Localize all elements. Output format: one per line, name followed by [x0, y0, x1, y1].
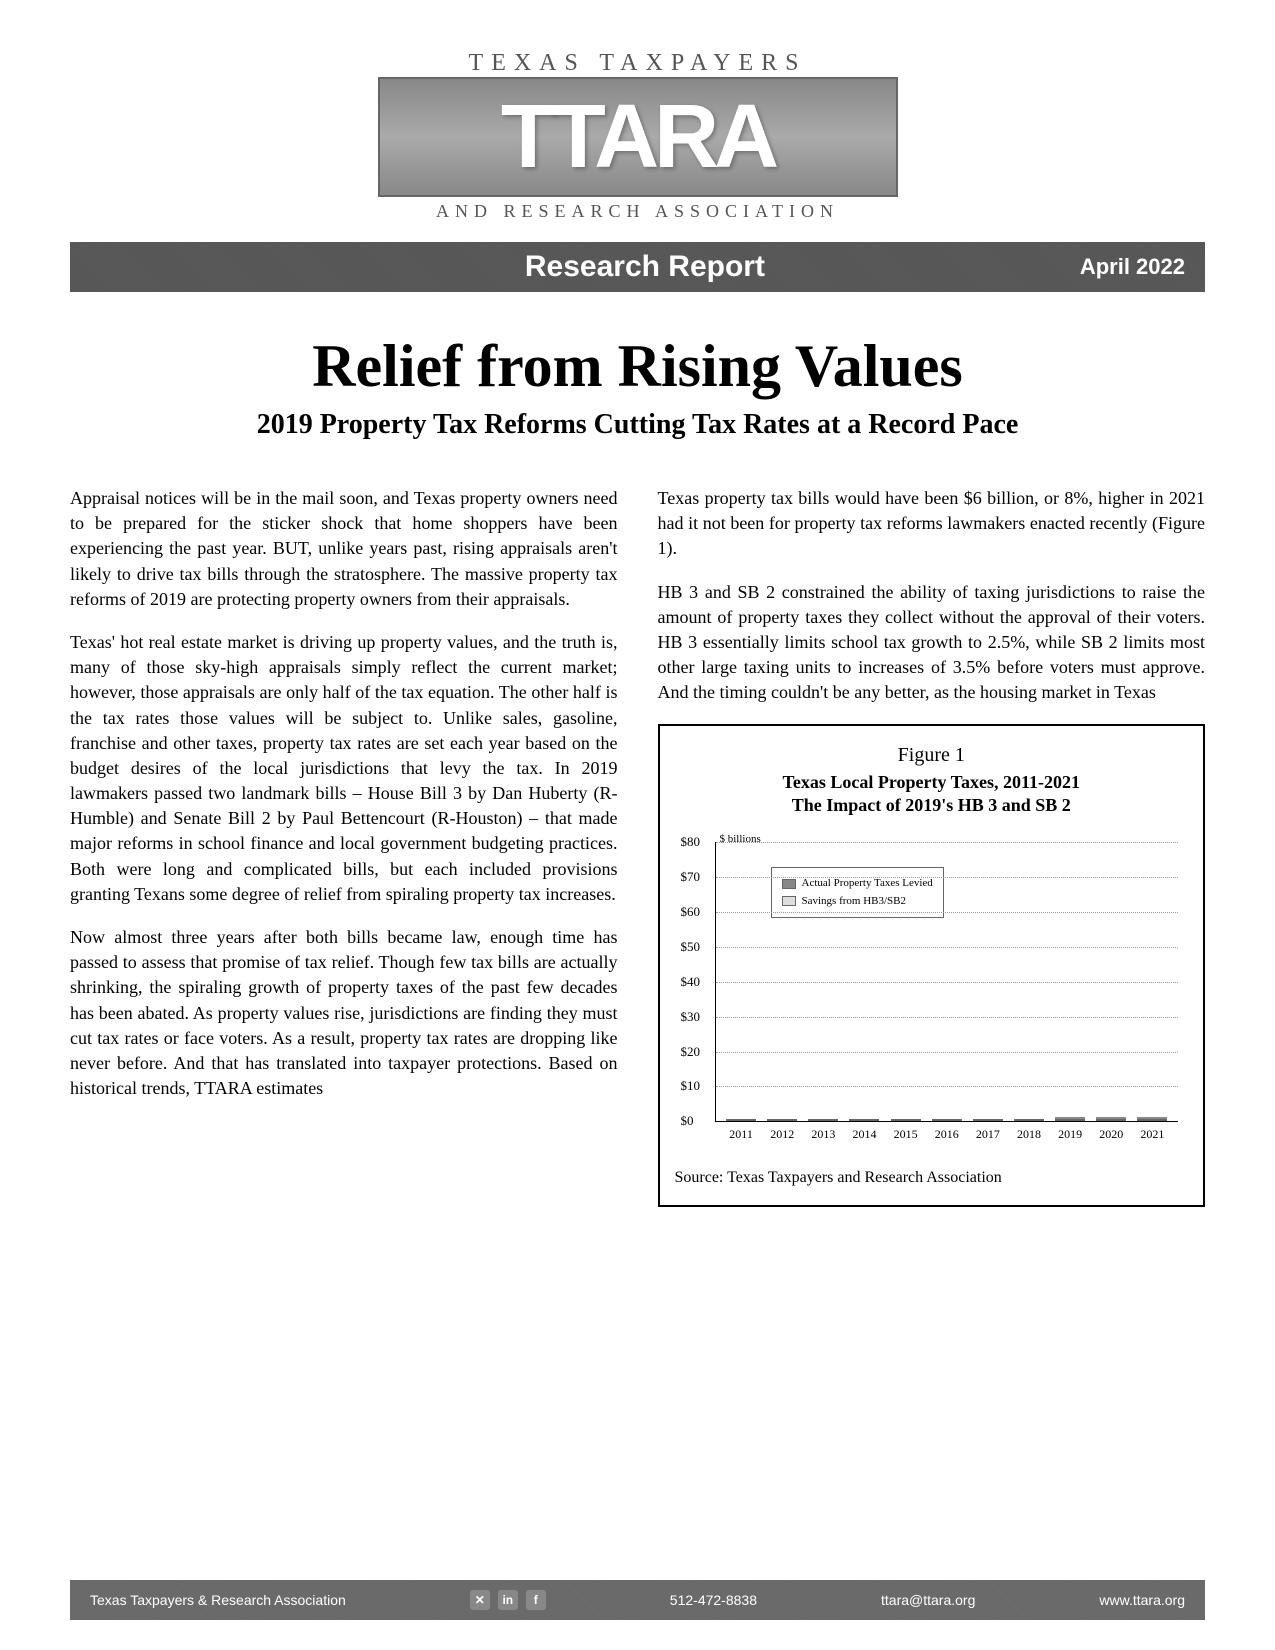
logo-block: TEXAS TAXPAYERS TTARA AND RESEARCH ASSOC…	[70, 50, 1205, 222]
bar-group: 2014	[849, 1119, 879, 1121]
logo-acronym: TTARA	[378, 77, 898, 197]
chart-ytick: $40	[681, 973, 701, 991]
chart-ytick: $10	[681, 1077, 701, 1095]
bar-group: 2017	[973, 1119, 1003, 1121]
bar-actual	[1096, 1119, 1126, 1121]
bar-group: 2016	[932, 1119, 962, 1121]
figure-title: Texas Local Property Taxes, 2011-2021 Th…	[675, 771, 1189, 818]
chart-ytick: $60	[681, 903, 701, 921]
bar-group: 2015	[891, 1119, 921, 1121]
body-paragraph: HB 3 and SB 2 constrained the ability of…	[658, 580, 1206, 706]
twitter-icon[interactable]: ✕	[470, 1590, 490, 1610]
chart-ytick: $30	[681, 1008, 701, 1026]
chart-ytick: $70	[681, 868, 701, 886]
figure-number: Figure 1	[675, 741, 1189, 769]
page-subtitle: 2019 Property Tax Reforms Cutting Tax Ra…	[70, 409, 1205, 441]
page-footer: Texas Taxpayers & Research Association ✕…	[70, 1580, 1205, 1620]
body-paragraph: Appraisal notices will be in the mail so…	[70, 486, 618, 612]
linkedin-icon[interactable]: in	[498, 1590, 518, 1610]
chart-xtick: 2019	[1058, 1126, 1082, 1143]
footer-phone: 512-472-8838	[670, 1592, 757, 1608]
bar-actual	[891, 1119, 921, 1121]
body-columns: Appraisal notices will be in the mail so…	[70, 486, 1205, 1207]
bar-group: 2012	[767, 1119, 797, 1121]
figure-1: Figure 1 Texas Local Property Taxes, 201…	[658, 724, 1206, 1207]
chart-xtick: 2021	[1140, 1126, 1164, 1143]
right-column: Texas property tax bills would have been…	[658, 486, 1206, 1207]
bar-group: 2018	[1014, 1119, 1044, 1121]
bar-actual	[849, 1119, 879, 1121]
footer-org: Texas Taxpayers & Research Association	[90, 1592, 346, 1608]
body-paragraph: Now almost three years after both bills …	[70, 925, 618, 1101]
figure-title-line2: The Impact of 2019's HB 3 and SB 2	[792, 795, 1071, 815]
chart-plot-area: Actual Property Taxes Levied Savings fro…	[715, 842, 1179, 1122]
chart-ytick: $80	[681, 833, 701, 851]
chart-ytick: $0	[681, 1112, 694, 1130]
chart-ytick: $50	[681, 938, 701, 956]
bar-actual	[1137, 1119, 1167, 1121]
bar-group: 2013	[808, 1119, 838, 1121]
bar-group: 2011	[726, 1119, 756, 1121]
banner-title: Research Report	[210, 250, 1080, 284]
bar-actual	[726, 1119, 756, 1121]
figure-source: Source: Texas Taxpayers and Research Ass…	[675, 1167, 1189, 1189]
logo-bottom-text: AND RESEARCH ASSOCIATION	[70, 201, 1205, 222]
report-banner: Research Report April 2022	[70, 242, 1205, 292]
bar-group: 2019	[1055, 1117, 1085, 1121]
chart-xtick: 2013	[811, 1126, 835, 1143]
left-column: Appraisal notices will be in the mail so…	[70, 486, 618, 1207]
bar-actual	[767, 1119, 797, 1121]
bar-group: 2021	[1137, 1117, 1167, 1121]
banner-date: April 2022	[1080, 254, 1185, 280]
footer-email: ttara@ttara.org	[881, 1592, 975, 1608]
bar-group: 2020	[1096, 1117, 1126, 1121]
bar-actual	[1055, 1119, 1085, 1121]
figure-title-line1: Texas Local Property Taxes, 2011-2021	[782, 772, 1080, 792]
chart-xtick: 2012	[770, 1126, 794, 1143]
chart-xtick: 2011	[729, 1126, 753, 1143]
facebook-icon[interactable]: f	[526, 1590, 546, 1610]
chart-xtick: 2018	[1017, 1126, 1041, 1143]
logo-top-text: TEXAS TAXPAYERS	[70, 50, 1205, 77]
bar-chart: $ billions Actual Property Taxes Levied …	[675, 832, 1189, 1152]
body-paragraph: Texas property tax bills would have been…	[658, 486, 1206, 562]
chart-xtick: 2020	[1099, 1126, 1123, 1143]
chart-ytick: $20	[681, 1042, 701, 1060]
chart-xtick: 2017	[976, 1126, 1000, 1143]
chart-xtick: 2016	[935, 1126, 959, 1143]
footer-website: www.ttara.org	[1099, 1592, 1185, 1608]
bar-actual	[1014, 1119, 1044, 1121]
chart-xtick: 2014	[852, 1126, 876, 1143]
page-title: Relief from Rising Values	[70, 332, 1205, 401]
bar-actual	[973, 1119, 1003, 1121]
body-paragraph: Texas' hot real estate market is driving…	[70, 630, 618, 907]
chart-xtick: 2015	[894, 1126, 918, 1143]
bar-actual	[932, 1119, 962, 1121]
bar-actual	[808, 1119, 838, 1121]
footer-social-icons: ✕ in f	[470, 1590, 546, 1610]
